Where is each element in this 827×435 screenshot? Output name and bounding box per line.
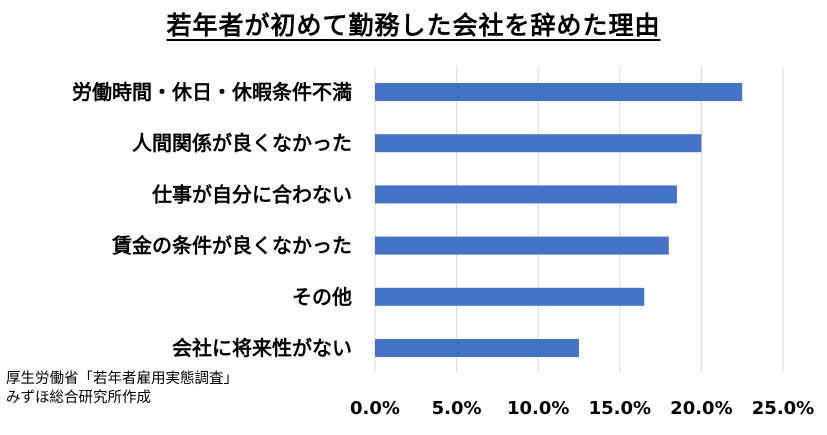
bars (375, 83, 743, 357)
x-tick-label: 0.0% (350, 398, 400, 419)
bar (375, 185, 677, 204)
category-label: その他 (292, 285, 352, 309)
bar (375, 134, 702, 153)
bar (375, 236, 669, 255)
x-tick-label: 15.0% (589, 398, 651, 419)
bar (375, 339, 579, 357)
source-line-1: 厚生労働省「若年者雇用実態調査」 (6, 371, 238, 387)
category-label: 労働時間・休日・休暇条件不満 (72, 80, 352, 104)
x-tick-label: 10.0% (507, 398, 569, 419)
x-tick-labels: 0.0% 5.0% 10.0% 15.0% 20.0% 25.0% (350, 398, 814, 419)
category-labels: 労働時間・休日・休暇条件不満人間関係が良くなかった仕事が自分に合わない賃金の条件… (72, 80, 352, 360)
category-label: 仕事が自分に合わない (151, 182, 352, 206)
source-line-2: みずほ総合研究所作成 (6, 390, 151, 406)
bar (375, 287, 645, 306)
category-label: 会社に将来性がない (172, 336, 352, 360)
gridlines (374, 66, 784, 372)
x-tick-label: 20.0% (670, 398, 732, 419)
x-tick-label: 25.0% (752, 398, 814, 419)
chart-title: 若年者が初めて勤務した会社を辞めた理由 (166, 11, 661, 40)
category-label: 賃金の条件が良くなかった (111, 234, 352, 258)
x-tick-label: 5.0% (432, 398, 482, 419)
bar (375, 83, 743, 101)
category-label: 人間関係が良くなかった (132, 131, 352, 155)
